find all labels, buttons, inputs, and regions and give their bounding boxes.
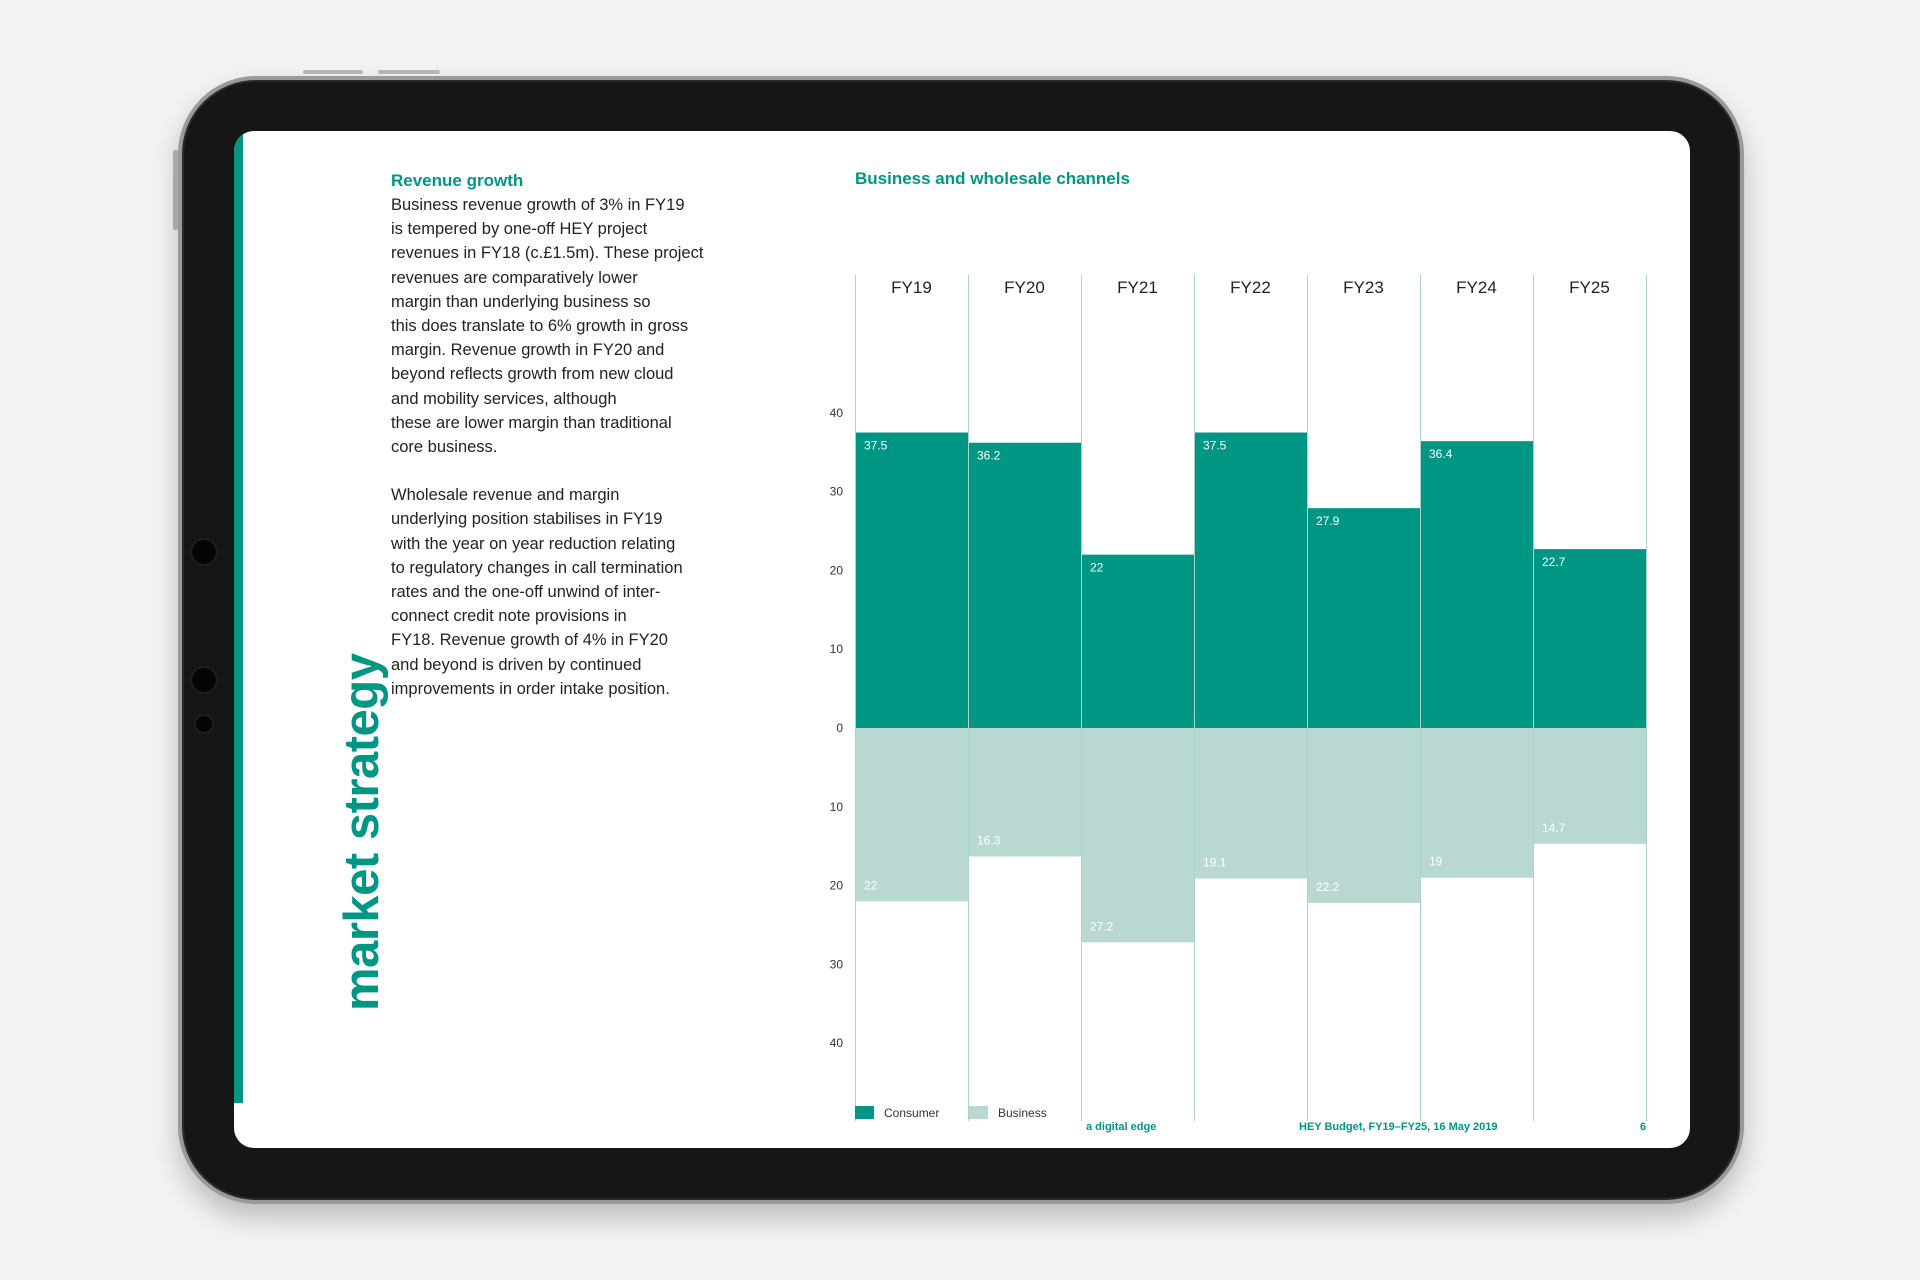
business-data-label: 14.7 bbox=[1542, 821, 1566, 835]
text-heading: Revenue growth bbox=[391, 171, 524, 190]
business-data-label: 22.2 bbox=[1316, 880, 1340, 894]
section-title: market strategy bbox=[335, 653, 389, 1011]
business-bar bbox=[1420, 728, 1533, 878]
legend-swatch-business bbox=[969, 1106, 988, 1119]
consumer-bar bbox=[1533, 549, 1646, 728]
consumer-data-label: 36.2 bbox=[977, 449, 1001, 463]
consumer-data-label: 27.9 bbox=[1316, 514, 1340, 528]
business-data-label: 22 bbox=[864, 878, 878, 892]
legend-swatch-consumer bbox=[855, 1106, 874, 1119]
business-data-label: 27.2 bbox=[1090, 919, 1114, 933]
page-number: 6 bbox=[1640, 1121, 1647, 1133]
business-data-label: 19 bbox=[1429, 855, 1443, 869]
category-label: FY20 bbox=[1004, 278, 1045, 297]
y-tick-label: 20 bbox=[830, 879, 844, 893]
consumer-bar bbox=[1307, 508, 1420, 728]
category-label: FY22 bbox=[1230, 278, 1271, 297]
volume-up-button bbox=[303, 70, 363, 74]
consumer-bar bbox=[1194, 432, 1307, 728]
legend-label-business: Business bbox=[998, 1106, 1047, 1120]
consumer-bar bbox=[855, 432, 968, 728]
category-label: FY21 bbox=[1117, 278, 1158, 297]
footer-document: HEY Budget, FY19–FY25, 16 May 2019 bbox=[1299, 1121, 1498, 1133]
y-tick-label: 40 bbox=[830, 1036, 844, 1050]
y-tick-label: 40 bbox=[830, 406, 844, 420]
business-data-label: 19.1 bbox=[1203, 856, 1227, 870]
paragraph-1: Business revenue growth of 3% in FY19 is… bbox=[391, 196, 704, 457]
footer-tagline: a digital edge bbox=[1086, 1121, 1157, 1133]
document-page: market strategy Revenue growth Business … bbox=[234, 131, 1690, 1148]
consumer-bar bbox=[968, 442, 1081, 728]
business-bar bbox=[1307, 728, 1420, 903]
legend-label-consumer: Consumer bbox=[884, 1106, 939, 1120]
y-tick-label: 10 bbox=[830, 642, 844, 656]
consumer-data-label: 22 bbox=[1090, 561, 1104, 575]
category-label: FY19 bbox=[891, 278, 932, 297]
business-bar bbox=[1194, 728, 1307, 879]
business-data-label: 16.3 bbox=[977, 833, 1001, 847]
business-bar bbox=[968, 728, 1081, 857]
chart-title: Business and wholesale channels bbox=[855, 169, 1130, 188]
y-tick-label: 20 bbox=[830, 563, 844, 577]
side-button bbox=[173, 150, 178, 230]
category-label: FY24 bbox=[1456, 278, 1497, 297]
consumer-data-label: 37.5 bbox=[864, 439, 888, 453]
y-tick-label: 30 bbox=[830, 485, 844, 499]
paragraph-2: Wholesale revenue and margin underlying … bbox=[391, 486, 683, 698]
consumer-bar bbox=[1081, 554, 1194, 728]
y-tick-label: 30 bbox=[830, 957, 844, 971]
camera-lens-icon bbox=[192, 668, 216, 692]
consumer-data-label: 36.4 bbox=[1429, 447, 1453, 461]
consumer-data-label: 22.7 bbox=[1542, 555, 1566, 569]
consumer-bar bbox=[1420, 441, 1533, 728]
accent-bar bbox=[234, 133, 243, 1103]
business-bar bbox=[855, 728, 968, 902]
volume-down-button bbox=[378, 70, 440, 74]
category-label: FY25 bbox=[1569, 278, 1610, 297]
y-tick-label: 10 bbox=[830, 800, 844, 814]
bar-chart: 37.5 22 FY19 36.2 16.3 FY20 22 27.2 FY21 37.5 19.1… bbox=[830, 275, 1647, 1121]
camera-sensor-icon bbox=[196, 716, 212, 732]
y-tick-label: 0 bbox=[836, 721, 843, 735]
business-bar bbox=[1081, 728, 1194, 943]
text-column: Revenue growth Business revenue growth o… bbox=[391, 169, 751, 725]
camera-lens-icon bbox=[192, 540, 216, 564]
category-label: FY23 bbox=[1343, 278, 1384, 297]
consumer-data-label: 37.5 bbox=[1203, 439, 1227, 453]
business-bar bbox=[1533, 728, 1646, 844]
